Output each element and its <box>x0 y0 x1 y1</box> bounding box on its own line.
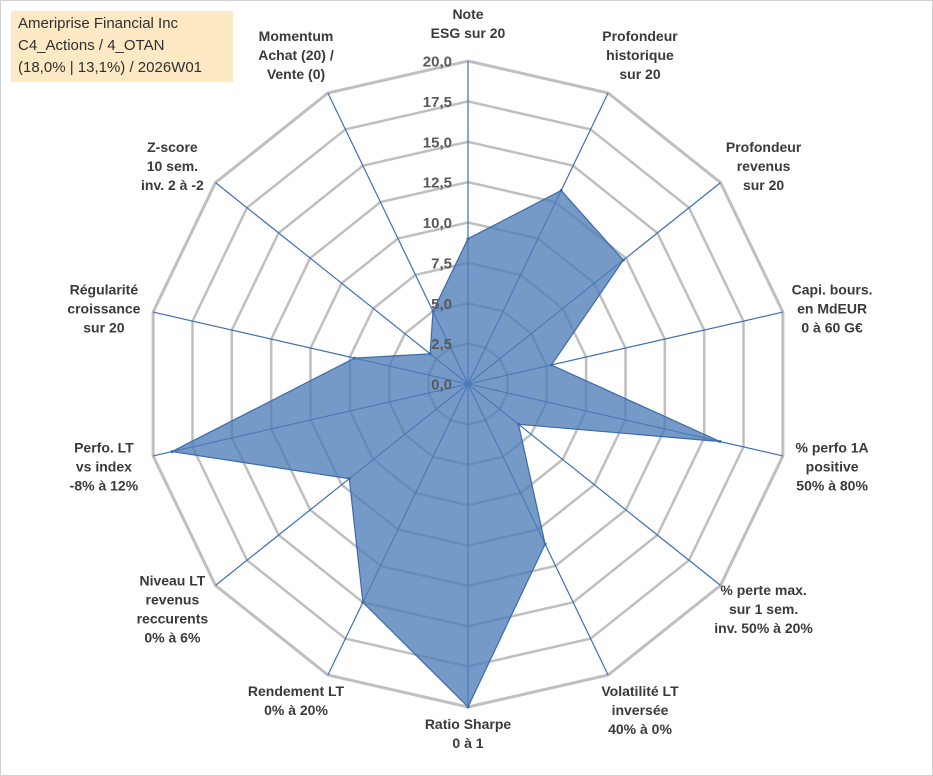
info-company: Ameriprise Financial Inc <box>18 15 179 32</box>
axis-label-7: Ratio Sharpe 0 à 1 <box>425 716 512 751</box>
tick-label: 12,5 <box>423 175 452 192</box>
data-point-3 <box>549 363 553 367</box>
tick-label: 20,0 <box>423 54 452 71</box>
data-point-11 <box>353 356 357 360</box>
axis-label-4: % perfo 1A positive 50% à 80% <box>796 440 869 494</box>
axis-label-1: Profondeur historique sur 20 <box>602 28 678 82</box>
data-point-12 <box>428 352 432 356</box>
axis-label-2: Profondeur revenus sur 20 <box>726 139 802 193</box>
data-point-0 <box>466 237 470 241</box>
tick-label: 5,0 <box>431 296 452 313</box>
info-box: Ameriprise Financial Inc C4_Actions / 4_… <box>11 11 233 82</box>
data-point-4 <box>718 440 722 443</box>
axis-label-0: Note ESG sur 20 <box>431 6 506 41</box>
data-point-6 <box>543 542 547 546</box>
spoke-12 <box>215 182 469 385</box>
data-point-2 <box>621 258 625 262</box>
radial-tick-labels: 0,0 2,5 5,0 7,5 10,0 12,5 15,0 17,5 20,0 <box>423 54 452 394</box>
info-period: (18,0% | 13,1%) / 2026W01 <box>18 59 202 76</box>
radar-series <box>170 189 722 709</box>
data-point-9 <box>347 477 351 481</box>
axis-label-12: Z-score 10 sem. inv. 2 à -2 <box>141 139 204 193</box>
axis-label-11: Régularité croissance sur 20 <box>67 282 140 336</box>
data-point-13 <box>431 309 435 313</box>
info-portfolio: C4_Actions / 4_OTAN <box>18 37 165 54</box>
data-point-1 <box>559 189 563 192</box>
tick-label: 7,5 <box>431 255 452 272</box>
axis-label-6: Volatilité LT inversée 40% à 0% <box>601 683 679 737</box>
axis-label-13: Momentum Achat (20) / Vente (0) <box>258 28 334 82</box>
data-point-7 <box>466 705 470 709</box>
axis-labels: Note ESG sur 20 Profondeur historique sur 20… <box>67 6 872 751</box>
tick-label: 15,0 <box>423 134 452 151</box>
axis-label-9: Niveau LT revenus reccurents 0% à 6% <box>137 572 209 645</box>
tick-label: 17,5 <box>423 94 452 111</box>
tick-label: 0,0 <box>431 377 452 394</box>
tick-label: 2,5 <box>431 336 452 353</box>
data-point-5 <box>517 422 520 426</box>
tick-label: 10,0 <box>423 215 452 232</box>
data-point-8 <box>361 600 365 604</box>
axis-label-10: Perfo. LT vs index -8% à 12% <box>70 440 139 494</box>
axis-label-3: Capi. bours. en MdEUR 0 à 60 G€ <box>792 282 873 336</box>
data-point-10 <box>170 450 174 454</box>
axis-label-8: Rendement LT 0% à 20% <box>248 683 345 718</box>
axis-label-5: % perte max. sur 1 sem. inv. 50% à 20% <box>714 582 813 636</box>
